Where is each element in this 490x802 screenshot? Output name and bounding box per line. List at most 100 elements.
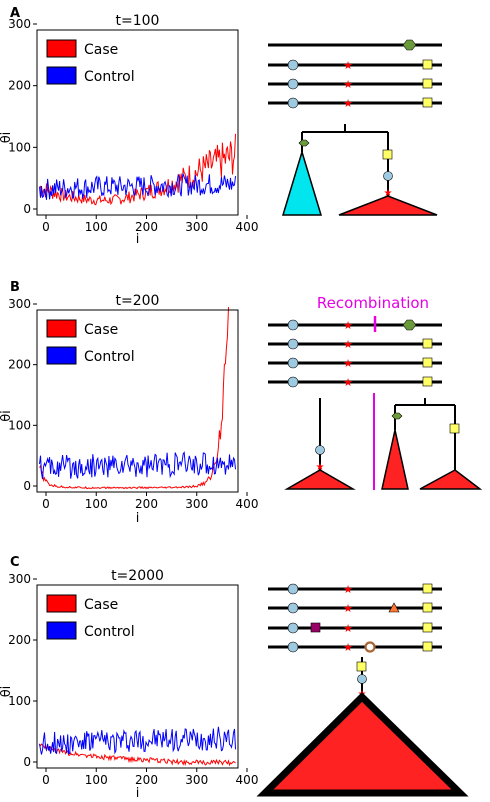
chart-title: t=2000 — [111, 568, 164, 584]
case-clade-triangle — [256, 692, 469, 797]
y-tick-label: 0 — [23, 479, 31, 493]
star-mutation-icon: ★ — [343, 97, 353, 110]
legend-label-control: Control — [84, 69, 135, 85]
x-tick-label: 300 — [185, 773, 208, 787]
star-mutation-icon: ★ — [343, 59, 353, 72]
control-clade-triangle — [281, 149, 323, 216]
y-tick-label: 300 — [8, 17, 31, 31]
series-line-case — [39, 743, 236, 767]
legend-swatch-control — [46, 66, 77, 85]
x-tick-label: 400 — [236, 220, 259, 234]
circle-mutation-icon — [357, 674, 367, 684]
star-mutation-icon: ★ — [343, 319, 353, 332]
hexagon-mutation-icon — [402, 39, 417, 51]
legend-swatch-control — [46, 346, 77, 365]
square-mutation-icon — [422, 357, 433, 368]
case-clade-triangle — [419, 469, 483, 490]
panel-letter-b: B — [10, 280, 20, 295]
circle-mutation-icon — [287, 622, 299, 634]
hexagon-mutation-icon — [402, 319, 417, 331]
square-mutation-icon — [382, 149, 393, 160]
star-mutation-icon: ★ — [343, 602, 353, 615]
series-line-control — [39, 451, 236, 480]
plot-frame — [36, 584, 239, 769]
square-mutation-icon — [422, 602, 433, 613]
series-line-control — [39, 726, 236, 755]
chart-panel-b: t=200 0 100 200 300 400 0 100 200 300 i θ̂i Case Cont… — [0, 293, 258, 526]
y-tick-label: 300 — [8, 572, 31, 586]
square-mutation-icon — [422, 583, 433, 594]
y-tick-label: 300 — [8, 297, 31, 311]
square-mutation-icon — [422, 376, 433, 387]
x-tick-label: 200 — [135, 497, 158, 511]
legend-label-case: Case — [84, 597, 118, 613]
x-axis-label: i — [136, 786, 140, 801]
y-tick-label: 200 — [8, 633, 31, 647]
legend-swatch-case — [46, 594, 77, 613]
x-tick-label: 100 — [85, 497, 108, 511]
case-clade-triangle — [381, 429, 409, 490]
y-tick-label: 100 — [8, 140, 31, 154]
genealogy-diagram-a: ★ ★ ★ ★ — [268, 39, 442, 216]
circle-mutation-icon — [287, 97, 299, 109]
y-axis-label: θ̂i — [0, 686, 14, 698]
y-tick-label: 100 — [8, 694, 31, 708]
hexagon-mutation-icon — [298, 139, 310, 147]
case-clade-triangle — [338, 195, 438, 216]
star-mutation-icon: ★ — [343, 641, 353, 654]
triangle-mutation-icon — [388, 602, 400, 613]
star-mutation-icon: ★ — [343, 338, 353, 351]
circle-mutation-icon — [287, 59, 299, 71]
y-tick-label: 100 — [8, 418, 31, 432]
y-tick-label: 0 — [23, 202, 31, 216]
square-mutation-icon — [422, 97, 433, 108]
star-mutation-icon: ★ — [343, 357, 353, 370]
circle-mutation-icon — [287, 376, 299, 388]
circle-mutation-icon — [287, 319, 299, 331]
star-mutation-icon: ★ — [343, 622, 353, 635]
x-tick-label: 100 — [85, 773, 108, 787]
plot-frame — [36, 29, 239, 216]
purple-mutation-icon — [310, 622, 321, 633]
legend-swatch-control — [46, 621, 77, 640]
circle-mutation-icon — [287, 357, 299, 369]
circle-mutation-icon — [287, 78, 299, 90]
square-mutation-icon — [449, 423, 460, 434]
circle-mutation-icon — [287, 338, 299, 350]
chart-panel-a: t=100 0 100 200 300 400 0 100 200 300 i θ̂i Case Cont… — [0, 13, 258, 247]
recombination-label: Recombination — [317, 294, 429, 312]
x-tick-label: 0 — [42, 773, 50, 787]
x-tick-label: 300 — [185, 220, 208, 234]
y-axis-label: θ̂i — [0, 132, 14, 144]
circle-mutation-icon — [287, 583, 299, 595]
x-tick-label: 300 — [185, 497, 208, 511]
ring-mutation-icon — [364, 641, 376, 653]
hexagon-mutation-icon — [391, 412, 403, 420]
star-mutation-icon: ★ — [343, 78, 353, 91]
star-mutation-icon: ★ — [384, 188, 393, 199]
x-axis-label: i — [136, 511, 140, 526]
x-tick-label: 200 — [135, 220, 158, 234]
x-tick-label: 0 — [42, 497, 50, 511]
x-tick-label: 100 — [85, 220, 108, 234]
x-tick-label: 400 — [236, 773, 259, 787]
square-mutation-icon — [356, 661, 367, 672]
legend-label-control: Control — [84, 624, 135, 640]
square-mutation-icon — [422, 78, 433, 89]
square-mutation-icon — [422, 338, 433, 349]
panel-letter-c: C — [10, 555, 20, 570]
legend-swatch-case — [46, 319, 77, 338]
circle-mutation-icon — [315, 445, 325, 455]
plot-frame — [36, 309, 239, 493]
y-tick-label: 200 — [8, 79, 31, 93]
square-mutation-icon — [422, 641, 433, 652]
panel-letter-a: A — [10, 6, 20, 21]
y-axis-label: θ̂i — [0, 410, 14, 422]
star-mutation-icon: ★ — [316, 462, 325, 473]
case-clade-triangle — [284, 469, 356, 490]
chart-title: t=200 — [116, 293, 160, 309]
legend-label-case: Case — [84, 42, 118, 58]
circle-mutation-icon — [287, 641, 299, 653]
genealogy-diagram-b: Recombination ★ ★ ★ ★ ★ — [268, 294, 483, 490]
